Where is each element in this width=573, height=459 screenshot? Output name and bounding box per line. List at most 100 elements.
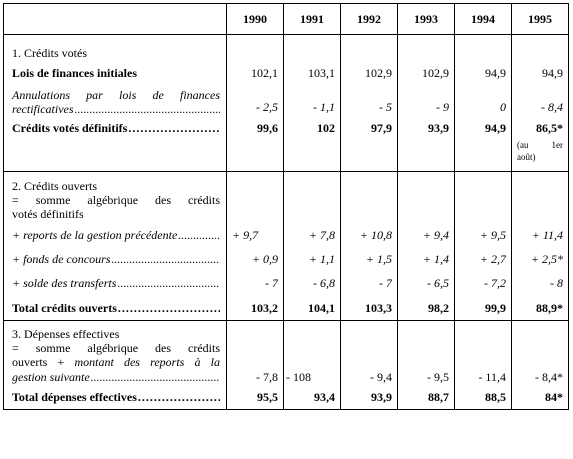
row-label-annulations-cont: rectificatives bbox=[12, 102, 74, 116]
value-fonds: + 1,5 bbox=[365, 252, 392, 266]
footnote: (au 1er bbox=[517, 140, 563, 150]
value-total-ouverts: 103,2 bbox=[251, 300, 278, 315]
value-total-depenses: 95,5 bbox=[257, 389, 278, 404]
value-cvd: 102 bbox=[317, 121, 335, 135]
row-label-annulations: Annulations par lois de finances bbox=[12, 88, 220, 102]
section-heading: 1. Crédits votés bbox=[12, 45, 87, 60]
value-cvd: 93,9 bbox=[428, 121, 449, 135]
section-subheading-cont: ouverts + bbox=[12, 355, 75, 369]
section-subheading-cont: votés définitifs bbox=[12, 207, 84, 221]
section-label-cell: 3. Dépenses effectives = somme algébriqu… bbox=[3, 320, 227, 410]
section-heading: 2. Crédits ouverts bbox=[12, 179, 97, 193]
section-label-cell: 2. Crédits ouverts = somme algébrique de… bbox=[3, 171, 227, 321]
value-total-depenses: 88,7 bbox=[428, 389, 449, 404]
value-total-ouverts: 88,9* bbox=[536, 300, 563, 315]
value-solde: - 7 bbox=[265, 276, 278, 290]
value-reports: + 7,8 bbox=[308, 228, 335, 242]
value-lfi: 102,1 bbox=[251, 66, 278, 80]
section-depenses-effectives: 3. Dépenses effectives = somme algébriqu… bbox=[3, 320, 569, 410]
value-annulations: 0 bbox=[500, 99, 506, 114]
value-fonds: + 0,9 bbox=[251, 252, 278, 266]
value-solde: - 6,5 bbox=[427, 276, 449, 290]
value-reports: + 9,4 bbox=[422, 228, 449, 242]
year-cell: - 9,4 93,9 bbox=[340, 320, 398, 410]
year-cell: - 108 93,4 bbox=[283, 320, 341, 410]
year-cell: + 9,7 + 0,9 - 7 103,2 bbox=[226, 171, 284, 321]
value-annulations: - 8,4 bbox=[541, 99, 563, 114]
section-label-cell: 1. Crédits votés Lois de finances initia… bbox=[3, 34, 227, 172]
value-total-depenses: 93,4 bbox=[314, 389, 335, 404]
value-solde: - 7,2 bbox=[484, 276, 506, 290]
row-label-reports: + reports de la gestion précédente bbox=[12, 228, 178, 242]
value-total-ouverts: 99,9 bbox=[485, 300, 506, 315]
value-fonds: + 2,7 bbox=[479, 252, 506, 266]
year-cell: 102,9 - 9 93,9 bbox=[397, 34, 455, 172]
year-header: 1993 bbox=[397, 3, 455, 35]
value-annulations: - 5 bbox=[379, 99, 392, 114]
year-cell: + 10,8 + 1,5 - 7 103,3 bbox=[340, 171, 398, 321]
value-reports-suivante: - 9,5 bbox=[427, 369, 449, 384]
value-cvd: 86,5* bbox=[536, 121, 563, 135]
value-lfi: 102,9 bbox=[365, 66, 392, 80]
value-total-depenses: 84* bbox=[545, 389, 563, 404]
year-cell: + 9,4 + 1,4 - 6,5 98,2 bbox=[397, 171, 455, 321]
row-label-cvd: Crédits votés définitifs bbox=[12, 121, 128, 135]
year-cell: - 7,8 95,5 bbox=[226, 320, 284, 410]
value-reports-suivante: - 8,4* bbox=[535, 369, 563, 384]
section-credits-ouverts: 2. Crédits ouverts = somme algébrique de… bbox=[3, 171, 569, 321]
year-cell: 102,1 - 2,5 99,6 bbox=[226, 34, 284, 172]
value-annulations: - 1,1 bbox=[313, 99, 335, 114]
value-fonds: + 1,4 bbox=[422, 252, 449, 266]
value-annulations: - 2,5 bbox=[256, 99, 278, 114]
value-solde: - 7 bbox=[379, 276, 392, 290]
section-subheading: = somme algébrique des crédits bbox=[12, 193, 220, 207]
value-reports: + 10,8 bbox=[359, 228, 392, 242]
value-lfi: 94,9 bbox=[542, 66, 563, 80]
row-label-solde: + solde des transferts bbox=[12, 276, 117, 290]
year-cell: 94,9 0 94,9 bbox=[454, 34, 512, 172]
value-reports: + 9,7 bbox=[232, 228, 259, 242]
credits-table: 1990 1991 1992 1993 1994 1995 1. Crédits… bbox=[3, 3, 569, 410]
year-header: 1994 bbox=[454, 3, 512, 35]
year-cell: - 11,4 88,5 bbox=[454, 320, 512, 410]
value-reports: + 11,4 bbox=[531, 228, 563, 242]
header-row: 1990 1991 1992 1993 1994 1995 bbox=[3, 3, 569, 35]
value-total-ouverts: 103,3 bbox=[365, 300, 392, 315]
value-cvd: 99,6 bbox=[257, 121, 278, 135]
value-lfi: 102,9 bbox=[422, 66, 449, 80]
year-header: 1990 bbox=[226, 3, 284, 35]
value-fonds: + 2,5* bbox=[530, 252, 563, 266]
value-solde: - 8 bbox=[550, 276, 563, 290]
value-total-depenses: 93,9 bbox=[371, 389, 392, 404]
header-corner bbox=[3, 3, 227, 35]
value-total-depenses: 88,5 bbox=[485, 389, 506, 404]
value-cvd: 94,9 bbox=[485, 121, 506, 135]
value-reports-suivante: - 7,8 bbox=[256, 369, 278, 384]
year-cell: + 11,4 + 2,5* - 8 88,9* bbox=[511, 171, 569, 321]
value-reports: + 9,5 bbox=[479, 228, 506, 242]
value-lfi: 103,1 bbox=[308, 66, 335, 80]
year-cell: + 9,5 + 2,7 - 7,2 99,9 bbox=[454, 171, 512, 321]
value-total-ouverts: 104,1 bbox=[308, 300, 335, 315]
row-label-total-depenses: Total dépenses effectives bbox=[12, 389, 137, 404]
year-cell: 102,9 - 5 97,9 bbox=[340, 34, 398, 172]
value-total-ouverts: 98,2 bbox=[428, 300, 449, 315]
value-reports-suivante: - 9,4 bbox=[370, 369, 392, 384]
row-label-fonds: + fonds de concours bbox=[12, 252, 111, 266]
row-label-lfi: Lois de finances initiales bbox=[12, 66, 138, 80]
year-cell: - 9,5 88,7 bbox=[397, 320, 455, 410]
year-cell: - 8,4* 84* bbox=[511, 320, 569, 410]
section-heading: 3. Dépenses effectives bbox=[12, 327, 120, 341]
section-credits-votes: 1. Crédits votés Lois de finances initia… bbox=[3, 34, 569, 172]
value-reports-suivante: - 11,4 bbox=[478, 369, 506, 384]
value-lfi: 94,9 bbox=[485, 66, 506, 80]
year-header: 1991 bbox=[283, 3, 341, 35]
row-label-total-ouverts: Total crédits ouverts bbox=[12, 300, 117, 315]
value-cvd: 97,9 bbox=[371, 121, 392, 135]
year-cell: 94,9 - 8,4 86,5* (au 1er août) bbox=[511, 34, 569, 172]
section-subheading: = somme algébrique des crédits bbox=[12, 341, 220, 355]
value-fonds: + 1,1 bbox=[308, 252, 335, 266]
value-annulations: - 9 bbox=[436, 99, 449, 114]
year-header: 1992 bbox=[340, 3, 398, 35]
